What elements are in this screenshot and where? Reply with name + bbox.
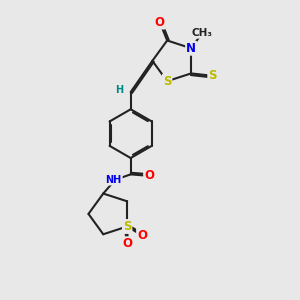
Text: O: O xyxy=(137,229,147,242)
Text: S: S xyxy=(208,69,217,82)
Text: S: S xyxy=(123,220,131,233)
Text: O: O xyxy=(155,16,165,28)
Text: NH: NH xyxy=(106,175,122,185)
Text: N: N xyxy=(186,42,196,55)
Text: CH₃: CH₃ xyxy=(192,28,213,38)
Text: S: S xyxy=(163,75,171,88)
Text: H: H xyxy=(115,85,123,95)
Text: O: O xyxy=(123,237,133,250)
Text: O: O xyxy=(144,169,154,182)
